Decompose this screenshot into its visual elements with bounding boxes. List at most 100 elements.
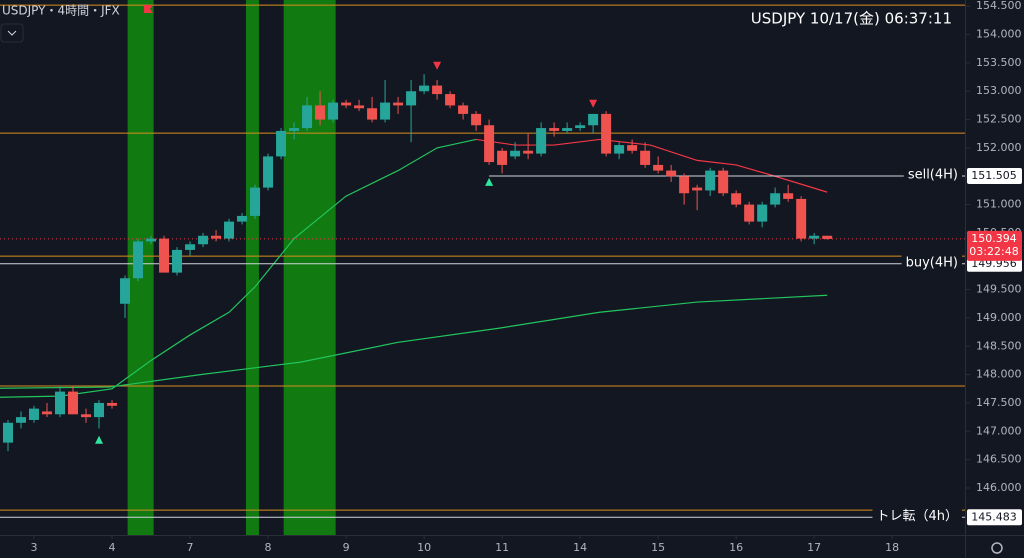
candle-body (627, 145, 638, 151)
candle-body (471, 113, 482, 126)
candle-body (55, 391, 66, 415)
candle-body (263, 156, 274, 188)
candle-body (107, 402, 118, 406)
candle-body (224, 221, 235, 239)
candle-body (640, 150, 651, 165)
candle-body (575, 125, 586, 129)
alert-label: トレ転（4h） (876, 509, 958, 524)
symbol: USDJPY・4時間・JFX (2, 4, 120, 18)
candle-body (796, 198, 807, 239)
y-tick-label: 154.500 (976, 0, 1022, 12)
candle-body (380, 102, 391, 120)
signal-arrow (95, 435, 104, 444)
candle-body (211, 235, 222, 239)
candle-body (172, 249, 183, 273)
candle-body (744, 204, 755, 222)
y-tick-label: 147.000 (976, 424, 1022, 437)
candle-body (510, 150, 521, 157)
x-tick-label: 7 (187, 541, 194, 554)
candle-body (68, 391, 79, 415)
candle-body (250, 187, 261, 216)
y-tick-label: 148.000 (976, 368, 1022, 381)
candle-body (120, 278, 131, 304)
price-label: 151.505 (971, 169, 1017, 182)
moving-average (0, 294, 828, 389)
price-label: 145.483 (971, 510, 1017, 523)
candle-body (614, 145, 625, 154)
y-tick-label: 146.000 (976, 481, 1022, 494)
candle-body (523, 150, 534, 154)
x-tick-label: 10 (417, 541, 431, 554)
alert-label-bg (903, 167, 962, 183)
x-tick-label: 8 (265, 541, 272, 554)
x-tick-label: 16 (729, 541, 743, 554)
y-tick-label: 154.000 (976, 28, 1022, 41)
candle-body (393, 102, 404, 106)
candle-body (783, 193, 794, 199)
y-tick-label: 151.000 (976, 198, 1022, 211)
price-box (967, 167, 1022, 184)
last-price-box (967, 230, 1022, 261)
candle-body (549, 128, 560, 131)
signal-arrow (433, 61, 442, 70)
candle-body (601, 113, 612, 154)
candle-body (15, 417, 26, 423)
candle-body (445, 94, 456, 106)
candle-body (81, 414, 92, 418)
last-price-label: 150.394 (971, 232, 1017, 245)
x-tick-label: 3 (31, 541, 38, 554)
candle-body (354, 105, 365, 109)
candle-body (458, 105, 469, 114)
candle-body (29, 408, 40, 420)
candle-body (536, 128, 547, 154)
candle-body (419, 85, 430, 92)
y-tick-label: 147.500 (976, 396, 1022, 409)
x-tick-label: 18 (885, 541, 899, 554)
candle-body (757, 204, 768, 222)
candle-body (406, 91, 417, 106)
candle-body (276, 130, 287, 157)
candle-body (302, 105, 313, 129)
chevron (7, 30, 17, 36)
candle-body (289, 128, 300, 131)
y-tick-label: 149.000 (976, 311, 1022, 324)
candle-body (237, 215, 248, 222)
candle-body (770, 193, 781, 205)
candle-body (588, 113, 599, 126)
candle-body (367, 108, 378, 120)
collapse-button[interactable] (0, 23, 24, 43)
y-tick-label: 153.000 (976, 84, 1022, 97)
alert-label-bg (901, 255, 962, 271)
candle-body (432, 85, 443, 95)
plot (0, 0, 965, 535)
alert-label: buy(4H) (906, 255, 958, 270)
candle-body (42, 411, 53, 415)
alert-label: sell(4H) (908, 167, 958, 182)
candle-body (679, 176, 690, 194)
countdown: 03:22:48 (969, 245, 1018, 258)
moving-average (0, 138, 477, 398)
candle-body (328, 102, 339, 120)
candle-body (822, 235, 833, 239)
y-tick-label: 149.500 (976, 283, 1022, 296)
candle-body (692, 187, 703, 191)
candle-body (562, 128, 573, 131)
candle-body (2, 422, 13, 443)
y-tick-label: 153.500 (976, 56, 1022, 69)
candle-body (731, 193, 742, 205)
candle-body (705, 170, 716, 191)
candle-body (133, 241, 144, 279)
candle-body (809, 235, 820, 239)
alert-label-bg (872, 508, 962, 524)
y-tick-label: 152.500 (976, 113, 1022, 126)
settings-icon[interactable] (991, 542, 1003, 554)
candle-body (341, 102, 352, 106)
x-tick-label: 11 (495, 541, 509, 554)
candle-body (315, 105, 326, 120)
y-tick-label: 152.000 (976, 141, 1022, 154)
candle-body (666, 170, 677, 177)
y-tick-label: 148.500 (976, 339, 1022, 352)
candle-body (497, 150, 508, 165)
